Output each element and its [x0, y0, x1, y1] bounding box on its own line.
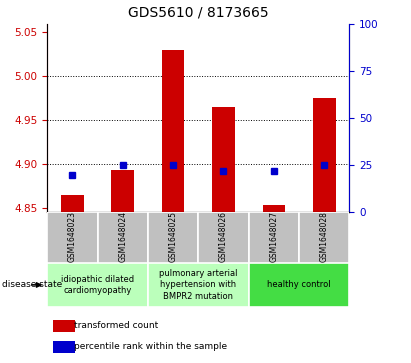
- Text: GSM1648028: GSM1648028: [320, 211, 329, 262]
- Bar: [53, 320, 75, 332]
- Bar: [212, 107, 235, 212]
- Bar: [111, 170, 134, 212]
- Text: transformed count: transformed count: [74, 321, 159, 330]
- Bar: [198, 212, 249, 263]
- Bar: [98, 212, 148, 263]
- Text: disease state: disease state: [2, 281, 62, 289]
- Text: GSM1648026: GSM1648026: [219, 211, 228, 262]
- Text: GSM1648023: GSM1648023: [68, 211, 77, 262]
- Text: healthy control: healthy control: [267, 281, 331, 289]
- Bar: [148, 263, 249, 307]
- Text: pulmonary arterial
hypertension with
BMPR2 mutation: pulmonary arterial hypertension with BMP…: [159, 269, 238, 301]
- Bar: [299, 212, 349, 263]
- Text: GSM1648024: GSM1648024: [118, 211, 127, 262]
- Bar: [47, 212, 98, 263]
- Bar: [53, 341, 75, 352]
- Text: percentile rank within the sample: percentile rank within the sample: [74, 342, 228, 351]
- Text: GSM1648025: GSM1648025: [169, 211, 178, 262]
- Bar: [61, 195, 84, 212]
- Bar: [47, 263, 148, 307]
- Text: GSM1648027: GSM1648027: [269, 211, 278, 262]
- Text: idiopathic dilated
cardiomyopathy: idiopathic dilated cardiomyopathy: [61, 275, 134, 295]
- Bar: [263, 205, 285, 212]
- Title: GDS5610 / 8173665: GDS5610 / 8173665: [128, 6, 269, 20]
- Bar: [162, 50, 185, 212]
- Bar: [313, 98, 335, 212]
- Bar: [249, 212, 299, 263]
- Bar: [249, 263, 349, 307]
- Bar: [148, 212, 198, 263]
